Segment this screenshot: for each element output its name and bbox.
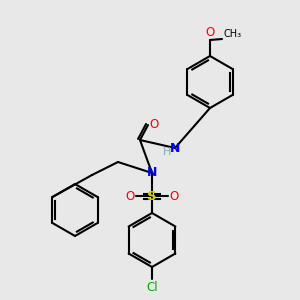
- Text: H: H: [163, 147, 171, 157]
- Text: O: O: [206, 26, 214, 39]
- Text: N: N: [170, 142, 180, 154]
- Text: O: O: [149, 118, 158, 131]
- Text: S: S: [147, 190, 157, 202]
- Text: O: O: [169, 190, 178, 202]
- Text: Cl: Cl: [146, 281, 158, 294]
- Text: CH₃: CH₃: [223, 29, 241, 39]
- Text: N: N: [147, 167, 157, 179]
- Text: O: O: [126, 190, 135, 202]
